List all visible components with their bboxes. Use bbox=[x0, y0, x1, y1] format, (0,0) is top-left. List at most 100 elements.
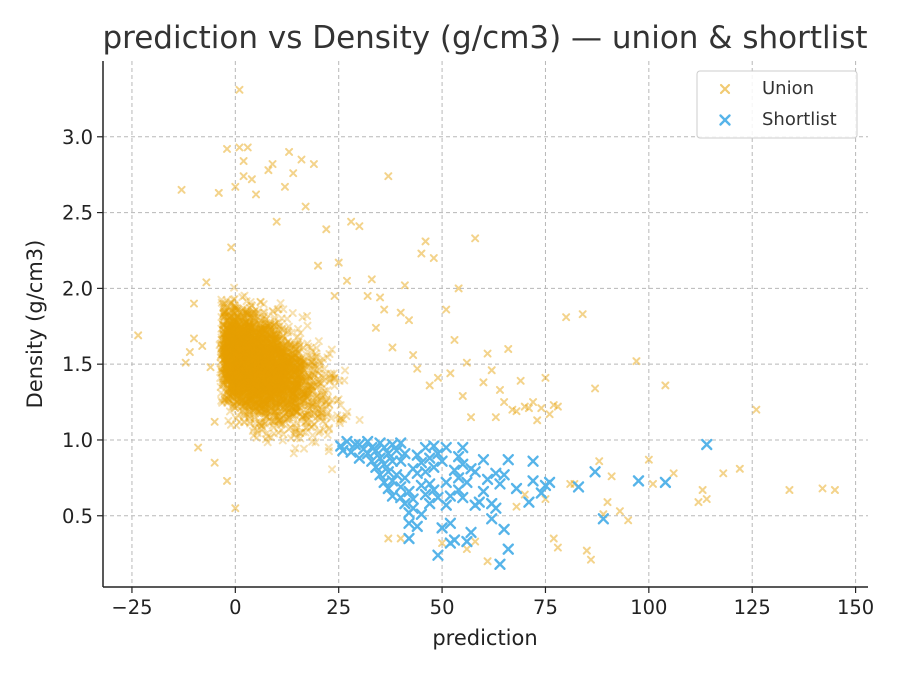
union-marker bbox=[248, 390, 257, 399]
union-marker bbox=[257, 363, 266, 372]
x-tick-label: −25 bbox=[111, 596, 152, 619]
shortlist-marker bbox=[461, 535, 473, 548]
union-marker bbox=[242, 339, 251, 348]
union-marker bbox=[260, 368, 269, 377]
union-marker bbox=[661, 381, 670, 390]
union-marker bbox=[251, 341, 260, 350]
y-axis-ticks: 0.5 1.0 1.5 2.0 2.5 3.0 bbox=[62, 126, 103, 528]
shortlist-marker bbox=[403, 532, 415, 545]
legend-union-label: Union bbox=[762, 78, 814, 99]
union-marker bbox=[244, 338, 253, 347]
union-marker bbox=[239, 157, 248, 166]
union-marker bbox=[283, 337, 292, 346]
union-marker bbox=[260, 308, 269, 317]
union-marker bbox=[462, 358, 471, 367]
union-marker bbox=[271, 353, 280, 362]
union-marker bbox=[257, 421, 266, 430]
y-tick-label: 0.5 bbox=[62, 505, 93, 528]
union-marker bbox=[367, 275, 376, 284]
union-marker bbox=[274, 336, 283, 345]
union-marker bbox=[330, 291, 339, 300]
union-marker bbox=[239, 345, 248, 354]
union-marker bbox=[702, 495, 711, 504]
union-marker bbox=[433, 373, 442, 382]
union-marker bbox=[830, 485, 839, 494]
union-marker bbox=[230, 283, 239, 292]
shortlist-marker bbox=[701, 438, 713, 451]
union-marker bbox=[380, 305, 389, 314]
union-marker bbox=[471, 234, 480, 243]
union-marker bbox=[376, 293, 385, 302]
union-marker bbox=[261, 405, 270, 414]
union-marker bbox=[219, 344, 228, 353]
union-marker bbox=[396, 308, 405, 317]
union-marker bbox=[301, 396, 310, 405]
shortlist-marker bbox=[415, 508, 428, 520]
union-marker bbox=[322, 225, 331, 234]
union-marker bbox=[279, 394, 288, 403]
union-marker bbox=[299, 364, 308, 373]
union-marker bbox=[239, 408, 248, 417]
union-marker bbox=[301, 389, 310, 398]
shortlist-marker bbox=[440, 441, 452, 454]
union-marker bbox=[238, 327, 247, 336]
union-marker bbox=[308, 431, 317, 440]
union-marker bbox=[537, 404, 546, 413]
union-marker bbox=[261, 357, 270, 366]
y-tick-label: 2.0 bbox=[62, 277, 93, 300]
union-marker bbox=[254, 387, 263, 396]
union-marker bbox=[223, 347, 232, 356]
union-marker bbox=[669, 469, 678, 478]
union-marker bbox=[236, 322, 245, 331]
union-marker bbox=[648, 479, 657, 488]
union-marker bbox=[396, 534, 405, 543]
shortlist-marker bbox=[440, 476, 452, 489]
union-marker bbox=[265, 350, 274, 359]
union-marker bbox=[384, 534, 393, 543]
union-marker bbox=[261, 323, 270, 332]
union-marker bbox=[318, 354, 327, 363]
union-marker bbox=[272, 387, 281, 396]
union-marker bbox=[277, 351, 286, 360]
union-marker bbox=[242, 318, 251, 327]
union-marker bbox=[495, 385, 504, 394]
union-marker bbox=[245, 374, 254, 383]
union-marker bbox=[251, 344, 260, 353]
union-marker bbox=[280, 387, 289, 396]
union-marker bbox=[223, 361, 232, 370]
union-marker bbox=[264, 166, 273, 175]
union-marker bbox=[238, 352, 247, 361]
union-marker bbox=[230, 320, 239, 329]
union-marker bbox=[218, 350, 227, 359]
union-marker bbox=[235, 359, 244, 368]
shortlist-marker bbox=[481, 473, 494, 486]
union-marker bbox=[253, 353, 262, 362]
shortlist-marker bbox=[543, 476, 556, 489]
union-marker bbox=[562, 313, 571, 322]
union-marker bbox=[238, 315, 247, 324]
union-marker bbox=[235, 320, 244, 329]
union-marker bbox=[341, 366, 350, 375]
union-marker bbox=[325, 350, 334, 359]
union-marker bbox=[252, 374, 261, 383]
union-marker bbox=[251, 367, 260, 376]
union-marker bbox=[516, 376, 525, 385]
union-marker bbox=[553, 543, 562, 552]
union-marker bbox=[233, 373, 242, 382]
union-marker bbox=[238, 332, 247, 341]
union-marker bbox=[268, 352, 277, 361]
union-marker bbox=[409, 351, 418, 360]
shortlist-marker bbox=[465, 526, 477, 539]
union-marker bbox=[413, 364, 422, 373]
union-marker bbox=[239, 331, 248, 340]
union-marker bbox=[425, 381, 434, 390]
union-marker bbox=[479, 378, 488, 387]
union-marker bbox=[226, 331, 235, 340]
union-marker bbox=[280, 182, 289, 191]
shortlist-marker bbox=[490, 502, 502, 514]
union-marker bbox=[185, 348, 194, 357]
legend: Union Shortlist bbox=[696, 70, 858, 139]
union-marker bbox=[308, 382, 317, 391]
union-marker bbox=[405, 316, 413, 325]
union-marker bbox=[232, 378, 241, 387]
